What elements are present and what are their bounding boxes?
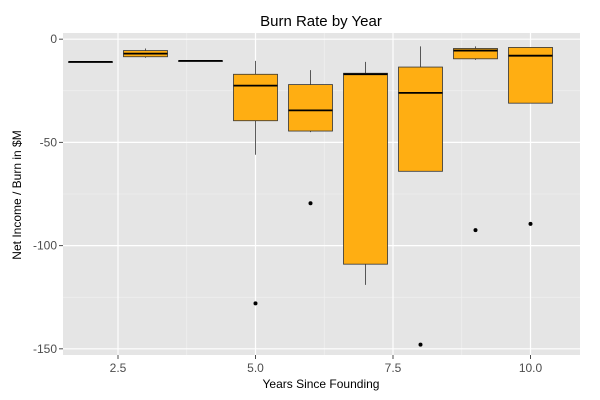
- box-iqr: [343, 72, 388, 265]
- outlier-point: [308, 201, 313, 206]
- box-iqr: [453, 48, 498, 60]
- box-year-2: [68, 60, 113, 63]
- box-year-9: [453, 46, 498, 233]
- box-year-7: [343, 61, 388, 285]
- y-tick-label: -50: [40, 135, 58, 149]
- box-iqr: [508, 47, 553, 104]
- y-tick-label: -100: [33, 239, 57, 253]
- outlier-point: [418, 342, 423, 347]
- y-axis-ticks: 0 -50 -100 -150: [33, 32, 63, 356]
- box-iqr: [398, 66, 443, 172]
- box-year-6: [288, 70, 333, 206]
- y-tick-label: -150: [33, 342, 57, 356]
- box-year-8: [398, 46, 443, 347]
- y-axis-title: Net Income / Burn in $M: [10, 130, 24, 259]
- box-year-10: [508, 47, 553, 226]
- box-series: [68, 46, 553, 347]
- outlier-point: [528, 221, 533, 226]
- box-iqr: [288, 84, 333, 132]
- box-year-5: [233, 60, 278, 306]
- x-axis-ticks: 2.5 5.0 7.5 10.0: [110, 355, 543, 375]
- x-tick-label: 5.0: [247, 361, 264, 375]
- x-axis-title: Years Since Founding: [263, 377, 380, 391]
- outlier-point: [253, 301, 258, 306]
- x-tick-label: 10.0: [519, 361, 543, 375]
- box-year-4: [178, 59, 223, 62]
- outlier-point: [473, 228, 478, 233]
- chart-title: Burn Rate by Year: [260, 13, 382, 30]
- y-tick-label: 0: [50, 32, 57, 46]
- box-iqr: [233, 73, 278, 122]
- box-year-3: [123, 48, 168, 58]
- x-tick-label: 7.5: [385, 361, 402, 375]
- x-tick-label: 2.5: [110, 361, 127, 375]
